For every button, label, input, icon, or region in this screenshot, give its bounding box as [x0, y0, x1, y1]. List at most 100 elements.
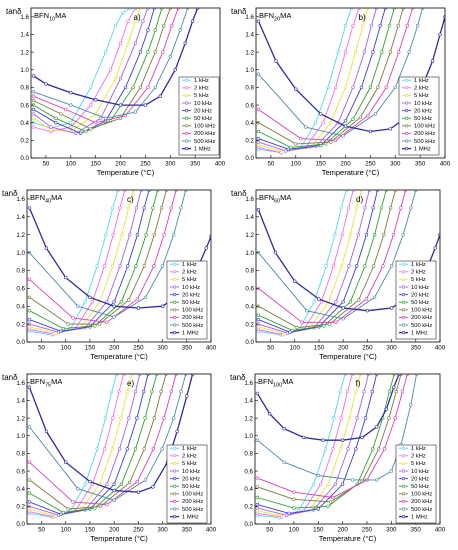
data-point [133, 110, 138, 114]
legend-entry: 200 kHz [182, 315, 203, 321]
x-tick-label: 350 [190, 161, 201, 168]
data-point [103, 116, 108, 121]
series-line-500-khz [29, 374, 187, 501]
data-point [311, 482, 316, 486]
data-point [356, 233, 360, 237]
data-point [355, 206, 359, 210]
legend-entry: 500 kHz [182, 507, 203, 513]
data-point [387, 389, 392, 394]
data-point [88, 479, 92, 484]
data-point [103, 416, 108, 420]
series-line-20-khz [258, 8, 386, 150]
data-point [388, 127, 392, 131]
legend-entry: 2 kHz [182, 454, 197, 460]
y-tick-label: 1.2 [16, 232, 25, 239]
data-point [319, 112, 323, 116]
legend-marker [404, 131, 409, 135]
chart-panel-4: 50 100 150 200 250 300 350 400 0.0 0.2 0.4 0.6 0.8 1.… [231, 189, 446, 361]
legend-entry: 200 kHz [414, 131, 435, 137]
data-point [162, 233, 166, 237]
series-line-50-khz [257, 374, 395, 509]
data-point [76, 487, 80, 491]
legend-marker [401, 323, 406, 327]
data-point [136, 306, 141, 310]
data-point [343, 23, 348, 28]
data-point [255, 438, 260, 442]
data-point [357, 298, 361, 302]
x-tick-label: 50 [42, 161, 49, 168]
plot-frame [254, 373, 441, 525]
legend-entry: 200 kHz [411, 499, 432, 505]
data-point [112, 315, 116, 319]
data-point [88, 85, 93, 90]
legend-marker [401, 514, 406, 519]
series-line-200-khz [257, 374, 408, 498]
data-point [161, 50, 165, 54]
series-line-1-mhz [257, 16, 445, 133]
panel-title: BFN10MA [34, 11, 66, 23]
data-point [334, 320, 338, 324]
legend-marker [172, 514, 177, 519]
data-point [126, 298, 131, 302]
data-point [146, 85, 150, 90]
legend-entry: 1 MHz [411, 330, 428, 336]
legend-entry: 20 kHz [182, 292, 200, 298]
y-tick-label: 0.6 [245, 102, 254, 109]
data-point [146, 28, 150, 32]
y-tick-label: 1.0 [16, 433, 25, 440]
x-tick-label: 150 [315, 161, 326, 168]
x-tick-label: 300 [386, 527, 397, 534]
legend-entry: 200 kHz [411, 315, 432, 321]
data-point [328, 120, 333, 125]
data-point [363, 264, 367, 268]
data-point [118, 41, 123, 45]
data-point [103, 50, 108, 54]
data-point [104, 233, 108, 237]
data-point [102, 264, 107, 268]
series-line-200-khz [258, 8, 414, 141]
data-point [95, 264, 99, 268]
y-tick-label: 1.2 [245, 49, 254, 56]
data-point [295, 326, 299, 330]
legend-entry: 100 kHz [194, 124, 215, 130]
y-tick-label: 0.2 [20, 138, 29, 145]
data-point [392, 385, 396, 389]
data-point [343, 124, 348, 128]
data-point [110, 447, 114, 451]
data-point [111, 233, 115, 237]
legend-marker [401, 262, 406, 266]
data-point [179, 389, 183, 394]
data-point [287, 511, 291, 516]
data-point [27, 327, 32, 332]
data-point [172, 416, 176, 420]
data-point [88, 127, 93, 131]
data-point [282, 460, 286, 464]
data-point [389, 306, 394, 310]
y-tick-label: 0.4 [20, 120, 29, 127]
data-point [323, 447, 328, 451]
y-tick-label: 0.0 [244, 521, 253, 528]
legend-marker [401, 477, 406, 481]
series-line-10-khz [258, 190, 370, 334]
data-point [340, 482, 345, 486]
data-point [319, 482, 323, 486]
y-tick-label: 0.8 [16, 451, 25, 458]
legend-entry: 500 kHz [411, 323, 432, 329]
series-line-20-khz [29, 190, 150, 332]
data-point [371, 206, 375, 210]
data-point [256, 72, 261, 76]
data-point [169, 389, 174, 394]
data-point [333, 85, 338, 90]
data-point [327, 322, 332, 326]
data-point [397, 50, 401, 54]
y-tick-label: 1.0 [244, 433, 253, 440]
data-point [151, 447, 156, 451]
data-point [366, 113, 370, 118]
data-point [128, 233, 132, 237]
legend-entry: 10 kHz [411, 469, 429, 475]
data-point [341, 317, 345, 321]
data-point [273, 250, 278, 255]
data-point [142, 264, 146, 268]
